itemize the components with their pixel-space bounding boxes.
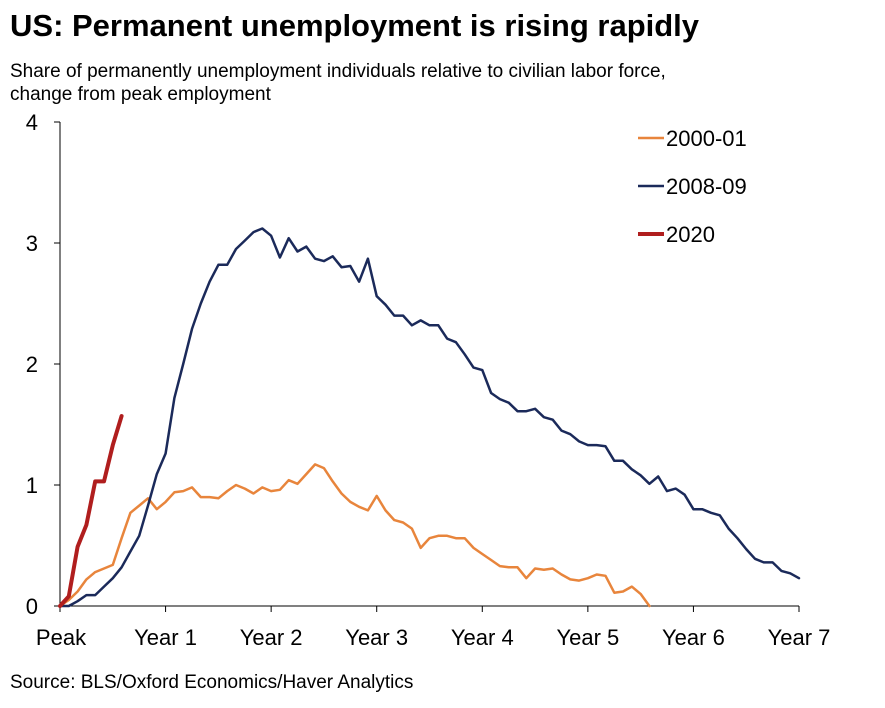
x-tick-label: Year 7 [768, 625, 831, 650]
x-tick-label: Year 4 [451, 625, 514, 650]
x-tick-label: Year 3 [345, 625, 408, 650]
series-line-2000-01 [58, 463, 651, 608]
x-tick-label: Peak [36, 625, 87, 650]
subtitle-line-1: Share of permanently unemployment indivi… [10, 61, 666, 82]
x-tick-label: Year 5 [556, 625, 619, 650]
y-tick-label: 0 [26, 594, 38, 619]
x-tick-label: Year 2 [240, 625, 303, 650]
chart-subtitle: Share of permanently unemployment indivi… [10, 60, 870, 106]
x-tick-label: Year 1 [134, 625, 197, 650]
series-line-2008-09 [58, 227, 801, 608]
y-tick-label: 4 [26, 110, 38, 135]
y-tick-label: 2 [26, 352, 38, 377]
series-line-2020 [58, 414, 124, 608]
legend-label-2020: 2020 [666, 222, 715, 247]
x-tick-label: Year 6 [662, 625, 725, 650]
legend-label-2000-01: 2000-01 [666, 126, 747, 151]
y-tick-label: 3 [26, 231, 38, 256]
y-tick-label: 1 [26, 473, 38, 498]
chart-title: US: Permanent unemployment is rising rap… [10, 8, 700, 43]
legend-label-2008-09: 2008-09 [666, 174, 747, 199]
subtitle-line-2: change from peak employment [10, 84, 271, 105]
source-note: Source: BLS/Oxford Economics/Haver Analy… [10, 672, 414, 693]
